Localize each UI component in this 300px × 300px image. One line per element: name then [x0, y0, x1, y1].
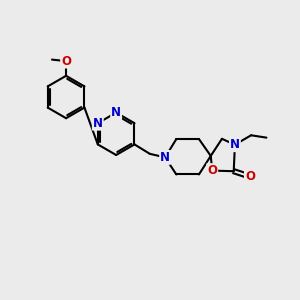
- Text: O: O: [245, 170, 255, 183]
- Text: O: O: [61, 55, 71, 68]
- Text: N: N: [230, 138, 240, 151]
- Text: N: N: [93, 117, 103, 130]
- Text: N: N: [111, 106, 121, 119]
- Text: N: N: [160, 151, 170, 164]
- Text: O: O: [207, 164, 217, 177]
